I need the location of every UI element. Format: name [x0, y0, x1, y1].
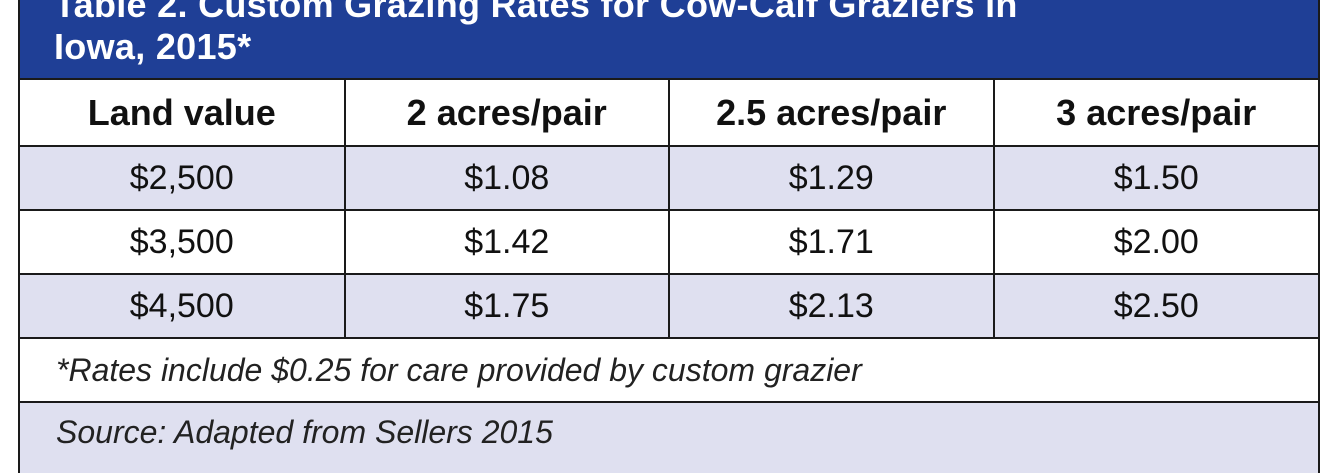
table-footnote: *Rates include $0.25 for care provided b…	[20, 339, 1318, 403]
table-title-bar: Table 2. Custom Grazing Rates for Cow-Ca…	[20, 0, 1318, 80]
table-cell: $4,500	[20, 274, 346, 339]
table-cell: $1.42	[344, 210, 670, 275]
table-cell: $1.29	[669, 146, 995, 211]
table-cell: $2.50	[993, 274, 1318, 339]
table-cell: $1.71	[669, 210, 995, 275]
table-cell: $1.75	[344, 274, 670, 339]
table-cell: $1.50	[993, 146, 1318, 211]
table-source: Source: Adapted from Sellers 2015	[20, 403, 1318, 473]
table-header-row: Land value 2 acres/pair 2.5 acres/pair 3…	[20, 80, 1318, 147]
table-row: $2,500 $1.08 $1.29 $1.50	[20, 146, 1318, 211]
table-title-line1: Table 2. Custom Grazing Rates for Cow-Ca…	[54, 0, 1018, 25]
table-title: Table 2. Custom Grazing Rates for Cow-Ca…	[54, 0, 1254, 68]
table-cell: $2,500	[20, 146, 346, 211]
grazing-rates-table: Land value 2 acres/pair 2.5 acres/pair 3…	[20, 80, 1318, 339]
column-header-2-5-acres: 2.5 acres/pair	[669, 80, 995, 147]
column-header-land-value: Land value	[20, 80, 346, 147]
column-header-3-acres: 3 acres/pair	[993, 80, 1318, 147]
table-cell: $2.13	[669, 274, 995, 339]
table-cell: $3,500	[20, 210, 346, 275]
table-title-line2: Iowa, 2015*	[54, 26, 252, 67]
table-row: $4,500 $1.75 $2.13 $2.50	[20, 274, 1318, 339]
grazing-rates-table-container: Table 2. Custom Grazing Rates for Cow-Ca…	[18, 0, 1320, 473]
table-row: $3,500 $1.42 $1.71 $2.00	[20, 210, 1318, 275]
table-cell: $2.00	[993, 210, 1318, 275]
table-cell: $1.08	[344, 146, 670, 211]
column-header-2-acres: 2 acres/pair	[344, 80, 670, 147]
